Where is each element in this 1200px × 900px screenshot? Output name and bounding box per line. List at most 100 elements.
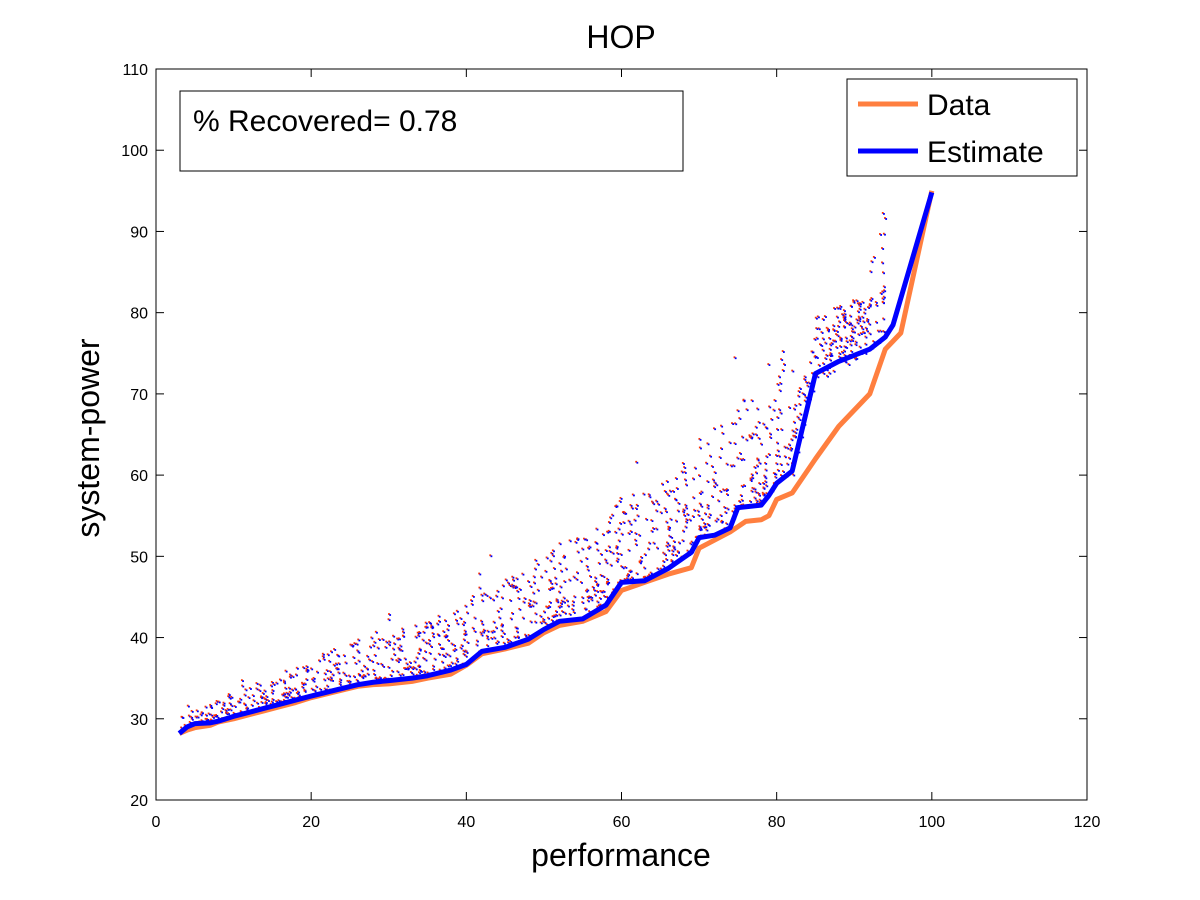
scatter-point: [756, 434, 758, 437]
scatter-point: [510, 600, 513, 602]
scatter-point: [586, 539, 589, 542]
scatter-point: [646, 518, 649, 521]
scatter-point: [859, 346, 862, 349]
scatter-point: [699, 438, 702, 441]
scatter-point: [817, 327, 820, 330]
scatter-point: [372, 661, 375, 663]
scatter-point: [851, 339, 853, 341]
scatter-point: [603, 534, 605, 537]
scatter-point: [454, 613, 456, 616]
scatter-point: [405, 662, 408, 665]
scatter-point: [496, 589, 499, 592]
scatter-point: [287, 696, 289, 699]
scatter-point: [464, 634, 467, 637]
scatter-point: [393, 648, 396, 651]
scatter-point: [825, 326, 828, 329]
scatter-point: [674, 497, 676, 500]
scatter-point: [756, 458, 759, 461]
scatter-point: [261, 696, 264, 699]
scatter-point: [774, 475, 777, 478]
scatter-point: [807, 385, 810, 388]
scatter-point: [459, 617, 462, 619]
scatter-point: [777, 417, 780, 419]
scatter-point: [793, 435, 796, 438]
scatter-point: [382, 639, 385, 641]
scatter-point: [625, 512, 628, 515]
scatter-point: [515, 577, 518, 580]
scatter-point: [276, 701, 279, 704]
scatter-point: [402, 628, 405, 631]
scatter-point: [252, 695, 255, 698]
scatter-point: [414, 667, 417, 670]
scatter-point: [715, 483, 718, 486]
scatter-point: [674, 548, 677, 551]
scatter-point: [851, 335, 853, 338]
scatter-point: [449, 655, 452, 658]
scatter-point: [243, 703, 246, 706]
scatter-point: [367, 668, 369, 671]
scatter-point: [209, 703, 212, 706]
scatter-point: [775, 454, 777, 456]
scatter-point: [644, 567, 647, 570]
scatter-point: [508, 642, 511, 645]
scatter-point: [477, 640, 479, 643]
scatter-point: [731, 465, 733, 468]
scatter-point: [263, 697, 266, 700]
scatter-point: [191, 710, 194, 713]
scatter-point: [742, 398, 745, 401]
scatter-point: [656, 500, 659, 503]
scatter-point: [305, 678, 308, 680]
scatter-point: [873, 341, 876, 344]
scatter-point: [657, 568, 660, 571]
scatter-point: [683, 509, 686, 512]
scatter-point: [564, 601, 566, 604]
scatter-point: [708, 513, 711, 516]
scatter-point: [551, 552, 554, 555]
scatter-point: [501, 636, 504, 638]
scatter-point: [874, 301, 877, 303]
scatter-point: [271, 689, 274, 691]
scatter-point: [690, 519, 692, 522]
scatter-point: [313, 680, 316, 683]
scatter-point: [231, 696, 234, 699]
scatter-point: [280, 700, 283, 703]
scatter-point: [363, 664, 365, 667]
scatter-point: [665, 491, 667, 493]
scatter-point: [487, 645, 490, 648]
scatter-point: [535, 613, 538, 616]
scatter-point: [580, 560, 583, 563]
scatter-point: [711, 495, 713, 498]
scatter-point: [397, 646, 400, 649]
scatter-point: [328, 670, 331, 673]
scatter-point: [387, 618, 390, 621]
scatter-point: [724, 507, 727, 509]
scatter-point: [559, 563, 562, 566]
scatter-point: [588, 600, 590, 603]
scatter-point: [645, 517, 647, 520]
scatter-point: [558, 606, 561, 609]
scatter-point: [781, 350, 784, 352]
scatter-point: [591, 599, 594, 602]
scatter-point: [304, 683, 307, 686]
scatter-point: [326, 677, 329, 680]
scatter-point: [798, 403, 801, 405]
scatter-point: [787, 447, 790, 450]
scatter-point: [428, 651, 431, 654]
scatter-point: [536, 588, 539, 591]
scatter-point: [271, 698, 274, 700]
scatter-point: [561, 570, 564, 573]
scatter-point: [529, 620, 532, 623]
scatter-point: [777, 375, 780, 378]
scatter-point: [543, 621, 546, 623]
scatter-point: [373, 645, 376, 648]
scatter-point: [731, 422, 733, 425]
scatter-point: [456, 619, 458, 622]
scatter-point: [581, 547, 584, 550]
scatter-point: [624, 511, 626, 514]
scatter-point: [557, 601, 560, 604]
scatter-point: [692, 477, 694, 480]
scatter-point: [678, 510, 680, 513]
scatter-point: [451, 643, 454, 646]
scatter-point: [763, 493, 766, 496]
scatter-point: [804, 400, 807, 403]
